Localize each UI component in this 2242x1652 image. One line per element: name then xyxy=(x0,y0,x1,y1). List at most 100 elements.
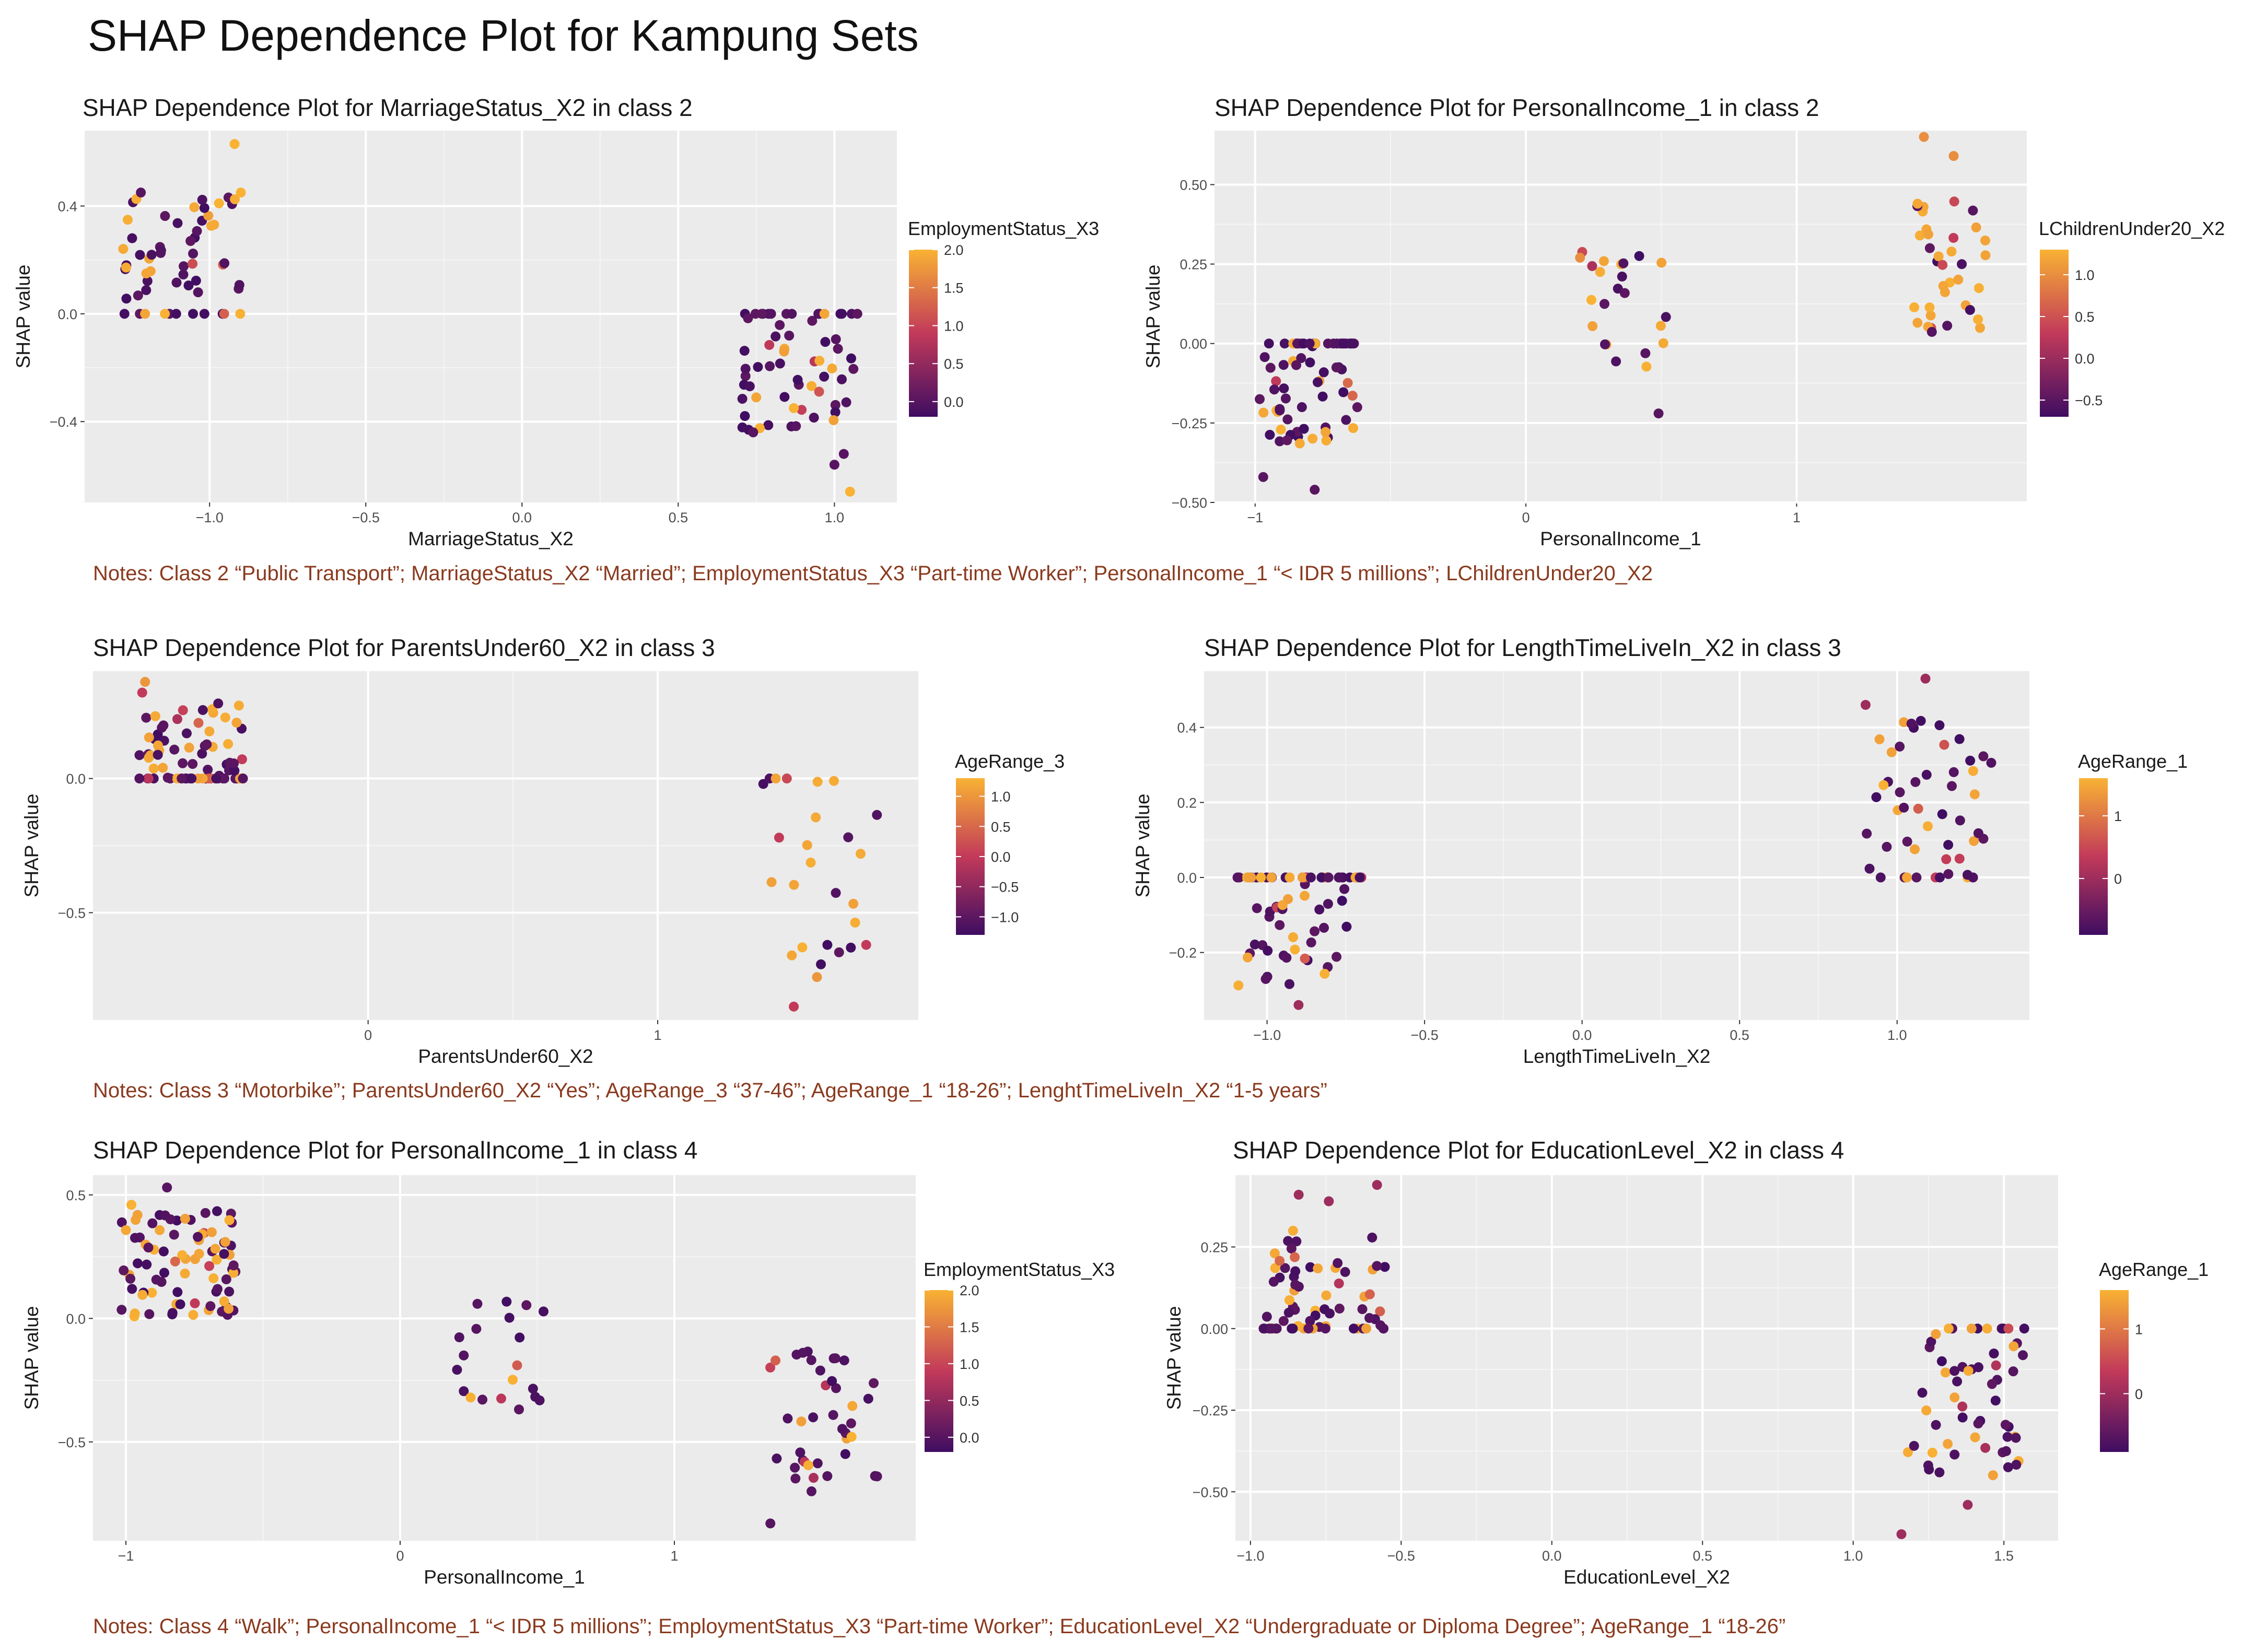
scatter-point xyxy=(1334,1278,1344,1288)
scatter-point xyxy=(1283,1307,1294,1318)
scatter-point xyxy=(231,718,242,728)
scatter-point xyxy=(2008,1366,2018,1377)
colorbar-tick-label: 0.0 xyxy=(2075,351,2095,367)
scatter-point xyxy=(1641,361,1652,372)
scatter-point xyxy=(144,1309,155,1319)
scatter-point xyxy=(1924,1464,1934,1475)
scatter-point xyxy=(1949,1392,1960,1403)
scatter-point xyxy=(1338,338,1349,349)
scatter-point xyxy=(171,277,182,288)
scatter-point xyxy=(869,1378,879,1388)
scatter-point xyxy=(1256,872,1266,883)
scatter-point xyxy=(2009,1341,2019,1352)
scatter-point xyxy=(822,940,833,950)
scatter-point xyxy=(1250,939,1260,950)
scatter-point xyxy=(1305,1316,1315,1326)
y-tick-label: −0.2 xyxy=(1169,945,1197,961)
scatter-point xyxy=(132,1210,143,1220)
scatter-point xyxy=(1269,384,1279,395)
scatter-point xyxy=(848,364,859,374)
scatter-point xyxy=(454,1332,464,1342)
scatter-point xyxy=(2018,1350,2028,1361)
y-tick-label: 0.50 xyxy=(1180,177,1207,193)
scatter-point xyxy=(2011,1433,2021,1443)
scatter-point xyxy=(1310,926,1320,936)
scatter-point xyxy=(1910,777,1921,787)
scatter-point xyxy=(135,250,145,260)
scatter-point xyxy=(1266,1323,1277,1334)
scatter-point xyxy=(137,1290,148,1300)
scatter-point xyxy=(830,400,840,410)
scatter-point xyxy=(1276,425,1286,435)
scatter-point xyxy=(1949,196,1959,207)
scatter-point xyxy=(1259,1323,1270,1334)
scatter-point xyxy=(1864,863,1875,874)
scatter-point xyxy=(783,1413,793,1424)
scatter-point xyxy=(1318,367,1329,378)
scatter-point xyxy=(1314,904,1325,915)
scatter-point xyxy=(1290,944,1300,955)
dependence-plot-marriagestatus-class2: SHAP Dependence Plot for MarriageStatus_… xyxy=(13,94,1099,549)
scatter-point xyxy=(189,202,200,213)
scatter-point xyxy=(779,346,789,357)
scatter-point xyxy=(127,233,137,243)
scatter-point xyxy=(1333,1258,1343,1268)
scatter-point xyxy=(1339,884,1350,894)
scatter-point xyxy=(1886,747,1897,757)
scatter-point xyxy=(1860,700,1871,710)
scatter-point xyxy=(1255,394,1265,404)
scatter-point xyxy=(850,917,860,928)
scatter-point xyxy=(835,309,846,319)
scatter-point xyxy=(1317,391,1328,402)
scatter-point xyxy=(134,774,145,784)
scatter-point xyxy=(143,1243,154,1253)
scatter-point xyxy=(158,1246,169,1257)
scatter-point xyxy=(743,313,753,323)
scatter-point xyxy=(188,1310,198,1320)
x-tick-label: −1.0 xyxy=(196,510,224,525)
scatter-point xyxy=(809,413,819,423)
scatter-point xyxy=(816,959,826,969)
scatter-point xyxy=(1337,896,1347,906)
scatter-point xyxy=(1325,1308,1335,1319)
scatter-point xyxy=(1941,854,1952,864)
scatter-point xyxy=(1954,853,1965,864)
scatter-point xyxy=(814,356,825,366)
scatter-point xyxy=(1600,339,1610,349)
scatter-point xyxy=(1380,1262,1390,1272)
scatter-point xyxy=(1978,751,1989,761)
scatter-point xyxy=(1324,1196,1334,1206)
scatter-point xyxy=(155,1225,165,1235)
scatter-point xyxy=(748,427,758,438)
scatter-point xyxy=(1871,792,1882,802)
scatter-point xyxy=(1882,841,1892,852)
scatter-point xyxy=(141,712,151,723)
legend-title: EmploymentStatus_X3 xyxy=(924,1259,1115,1280)
scatter-point xyxy=(831,334,841,345)
scatter-point xyxy=(1320,1323,1330,1334)
scatter-point xyxy=(1284,979,1294,989)
scatter-point xyxy=(1617,271,1627,282)
scatter-point xyxy=(1973,1419,1983,1429)
scatter-point xyxy=(171,309,181,319)
scatter-point xyxy=(193,1232,203,1242)
scatter-point xyxy=(829,460,839,470)
scatter-point xyxy=(1987,1379,1997,1389)
scatter-point xyxy=(828,415,839,426)
scatter-point xyxy=(229,766,240,776)
scatter-point xyxy=(2000,1420,2011,1430)
scatter-point xyxy=(781,774,792,784)
scatter-point xyxy=(787,950,797,960)
plot-panel xyxy=(1204,671,2029,1020)
scatter-point xyxy=(1912,318,1923,328)
scatter-point xyxy=(238,774,248,784)
scatter-point xyxy=(146,250,157,260)
scatter-point xyxy=(812,972,822,982)
scatter-point xyxy=(861,940,871,950)
scatter-point xyxy=(1278,1316,1289,1326)
y-axis-label: SHAP value xyxy=(21,1306,42,1410)
scatter-point xyxy=(1661,312,1671,322)
scatter-point xyxy=(192,226,202,236)
scatter-point xyxy=(796,1416,807,1427)
scatter-point xyxy=(1595,267,1605,277)
